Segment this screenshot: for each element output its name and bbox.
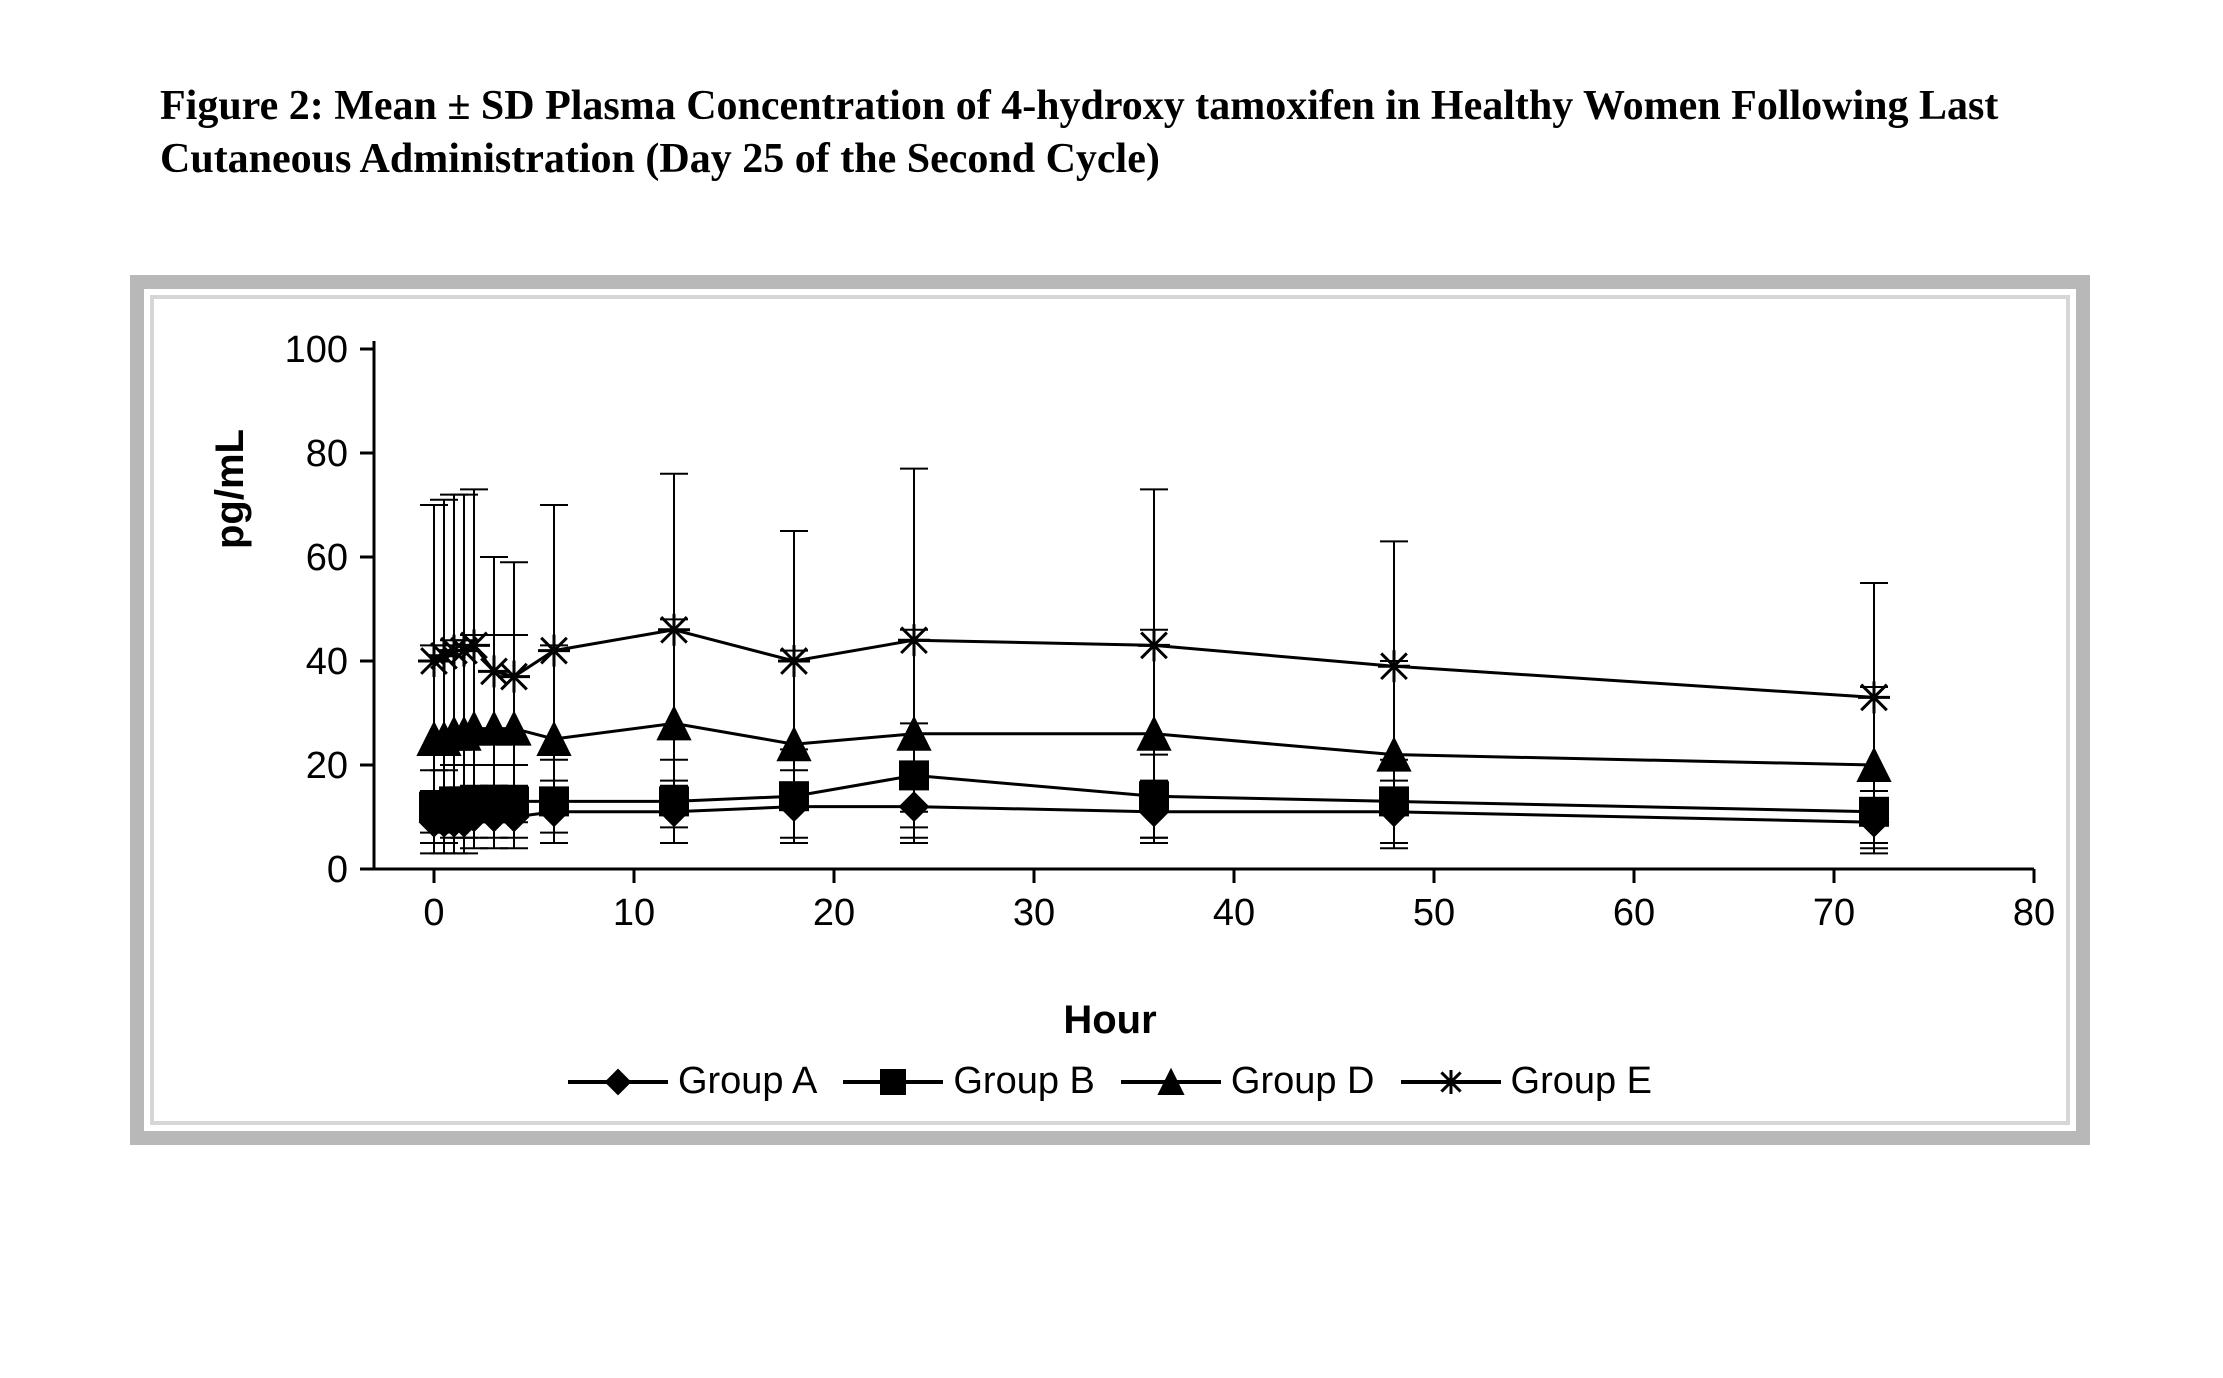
chart-legend: Group A Group B Group D Group E — [144, 1060, 2076, 1103]
svg-text:60: 60 — [1613, 892, 1655, 934]
svg-text:80: 80 — [2013, 892, 2055, 934]
svg-text:0: 0 — [327, 849, 348, 891]
legend-swatch-icon — [843, 1066, 943, 1098]
svg-text:100: 100 — [285, 329, 348, 371]
svg-text:0: 0 — [423, 892, 444, 934]
chart-frame: pg/mL 02040608010001020304050607080 Hour… — [130, 275, 2090, 1145]
legend-label: Group A — [678, 1060, 817, 1103]
svg-text:80: 80 — [306, 433, 348, 475]
legend-item-group-d: Group D — [1121, 1060, 1375, 1103]
svg-text:50: 50 — [1413, 892, 1455, 934]
legend-swatch-icon — [568, 1066, 668, 1098]
legend-label: Group E — [1511, 1060, 1653, 1103]
svg-text:10: 10 — [613, 892, 655, 934]
svg-text:60: 60 — [306, 537, 348, 579]
svg-text:70: 70 — [1813, 892, 1855, 934]
x-axis-label: Hour — [144, 998, 2076, 1043]
legend-label: Group B — [953, 1060, 1095, 1103]
legend-item-group-a: Group A — [568, 1060, 817, 1103]
svg-text:40: 40 — [306, 641, 348, 683]
figure-title: Figure 2: Mean ± SD Plasma Concentration… — [160, 80, 2060, 185]
svg-text:20: 20 — [306, 745, 348, 787]
page: Figure 2: Mean ± SD Plasma Concentration… — [0, 0, 2223, 1378]
svg-text:20: 20 — [813, 892, 855, 934]
legend-item-group-b: Group B — [843, 1060, 1095, 1103]
legend-item-group-e: Group E — [1401, 1060, 1653, 1103]
svg-text:30: 30 — [1013, 892, 1055, 934]
svg-text:40: 40 — [1213, 892, 1255, 934]
legend-label: Group D — [1231, 1060, 1375, 1103]
legend-swatch-icon — [1121, 1066, 1221, 1098]
series-group-e — [418, 469, 1890, 817]
legend-swatch-icon — [1401, 1066, 1501, 1098]
